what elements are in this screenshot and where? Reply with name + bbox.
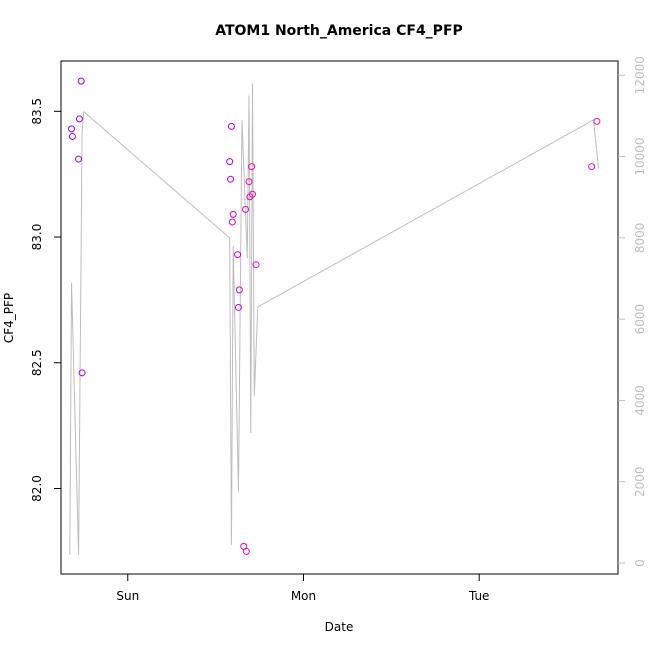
y2-tick-label: 6000	[633, 304, 647, 335]
y-tick-label: 82.0	[30, 475, 44, 502]
data-point	[234, 251, 242, 259]
y-tick-label: 83.5	[30, 98, 44, 125]
data-point	[75, 115, 83, 123]
x-tick-label: Tue	[468, 589, 490, 603]
data-point	[227, 122, 235, 130]
point-series-layer	[68, 77, 601, 555]
data-point	[227, 175, 235, 183]
y-axis-right: 0 2000 4000 6000 8000 10000 12000	[618, 56, 647, 567]
data-point	[252, 261, 260, 269]
data-point	[248, 163, 256, 171]
data-point	[249, 190, 257, 198]
data-point	[241, 205, 249, 213]
data-point	[78, 369, 86, 377]
data-point	[242, 547, 250, 555]
data-point	[235, 286, 243, 294]
y2-tick-label: 12000	[633, 56, 647, 94]
y2-tick-label: 4000	[633, 385, 647, 416]
data-point	[228, 218, 236, 226]
y-tick-label: 82.5	[30, 349, 44, 376]
x-axis: Sun Mon Tue	[116, 574, 489, 603]
data-point	[593, 117, 601, 125]
y-axis-left: 82.0 82.5 83.0 83.5	[30, 98, 61, 502]
data-point	[234, 303, 242, 311]
data-point	[226, 158, 234, 166]
data-point	[229, 210, 237, 218]
y2-tick-label: 0	[633, 559, 647, 567]
plot-area-frame	[60, 60, 619, 575]
chart-title: ATOM1 North_America CF4_PFP	[215, 23, 463, 39]
y-tick-label: 83.0	[30, 224, 44, 251]
data-point	[75, 155, 83, 163]
series-line	[69, 83, 600, 555]
y2-tick-label: 8000	[633, 223, 647, 254]
y2-tick-label: 10000	[633, 137, 647, 175]
data-point	[245, 178, 253, 186]
line-series-layer	[69, 83, 600, 555]
data-point	[68, 132, 76, 140]
y-axis-label: CF4_PFP	[2, 293, 16, 343]
data-point	[68, 125, 76, 133]
x-axis-label: Date	[325, 620, 354, 634]
y2-tick-label: 2000	[633, 466, 647, 497]
x-tick-label: Sun	[116, 589, 139, 603]
data-point	[588, 163, 596, 171]
data-point	[77, 77, 85, 85]
x-tick-label: Mon	[291, 589, 316, 603]
